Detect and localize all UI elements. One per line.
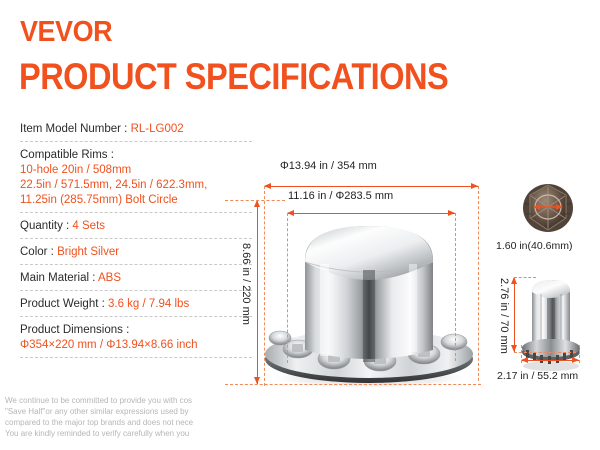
- spec-value-rims-line-3: 11.25in (285.75mm) Bolt Circle: [20, 194, 178, 206]
- spec-row-material: Main Material : ABS: [20, 271, 252, 291]
- dimension-label-nut-height: 2.76 in / 70 mm: [498, 278, 510, 354]
- spec-value-color: Bright Silver: [57, 246, 120, 258]
- page-title: PRODUCT SPECIFICATIONS: [19, 56, 449, 97]
- spec-row-compatible-rims: Compatible Rims : 10-hole 20in / 508mm 2…: [20, 148, 252, 213]
- extension-line-height-bottom: [225, 384, 481, 385]
- extension-line-nut-right: [579, 345, 580, 363]
- spec-label-dimensions: Product Dimensions :: [20, 324, 130, 336]
- spec-label-material: Main Material :: [20, 272, 98, 284]
- dimension-arrow-inner-diameter: [287, 210, 455, 216]
- extension-line-nut-left: [521, 345, 522, 363]
- disclaimer-text: We continue to be committed to provide y…: [5, 395, 227, 443]
- extension-line-outer-right: [478, 186, 479, 381]
- specifications-list: Item Model Number : RL-LG002 Compatible …: [20, 122, 252, 358]
- disclaimer-line-1: We continue to be committed to provide y…: [5, 396, 193, 405]
- dimension-arrow-nut-height: [511, 277, 517, 352]
- dimension-arrow-outer-diameter: [264, 183, 478, 189]
- extension-line-outer-left: [264, 186, 265, 386]
- extension-line-nut-top: [514, 277, 536, 278]
- dimension-label-nut-width: 2.17 in / 55.2 mm: [497, 370, 579, 382]
- spec-row-model: Item Model Number : RL-LG002: [20, 122, 252, 142]
- extension-line-inner-right: [455, 213, 456, 361]
- spec-row-weight: Product Weight : 3.6 kg / 7.94 lbs: [20, 297, 252, 317]
- lug-nut-cover-image: [522, 280, 580, 371]
- extension-line-inner-left: [287, 213, 288, 363]
- spec-row-color: Color : Bright Silver: [20, 245, 252, 265]
- extension-line-nut-bottom: [514, 352, 576, 353]
- dimension-label-outer-diameter: Φ13.94 in / 354 mm: [280, 160, 377, 172]
- spec-value-dimensions: Φ354×220 mm / Φ13.94×8.66 inch: [20, 339, 198, 351]
- spec-value-weight: 3.6 kg / 7.94 lbs: [108, 298, 190, 310]
- spec-label-model: Item Model Number :: [20, 123, 131, 135]
- spec-row-dimensions: Product Dimensions : Φ354×220 mm / Φ13.9…: [20, 323, 252, 358]
- disclaimer-line-2: "Save Half"or any other similar expressi…: [5, 407, 189, 416]
- hub-cap-image: [265, 226, 473, 389]
- dimension-arrow-nut-width: [521, 357, 579, 363]
- spec-value-quantity: 4 Sets: [72, 220, 106, 232]
- dimension-label-inner-diameter: 11.16 in / Φ283.5 mm: [288, 190, 394, 202]
- spec-label-weight: Product Weight :: [20, 298, 108, 310]
- spec-value-model: RL-LG002: [130, 123, 184, 135]
- vevor-logo: VEVOR: [20, 16, 113, 48]
- spec-value-material: ABS: [97, 272, 121, 284]
- dimension-label-socket: 1.60 in(40.6mm): [496, 240, 573, 252]
- spec-row-quantity: Quantity : 4 Sets: [20, 219, 252, 239]
- spec-label-color: Color :: [20, 246, 58, 258]
- spec-value-rims-line-1: 10-hole 20in / 508mm: [20, 164, 132, 176]
- disclaimer-line-4: You are kindly reminded to verify carefu…: [5, 429, 190, 438]
- disclaimer-line-3: compared to the major top brands and doe…: [5, 418, 194, 427]
- lug-nut-socket-image: [523, 184, 573, 232]
- spec-label-compatible-rims: Compatible Rims :: [20, 149, 114, 161]
- dimension-arrow-height: [254, 200, 260, 384]
- spec-value-rims-line-2: 22.5in / 571.5mm, 24.5in / 622.3mm,: [20, 179, 208, 191]
- spec-label-quantity: Quantity :: [20, 220, 73, 232]
